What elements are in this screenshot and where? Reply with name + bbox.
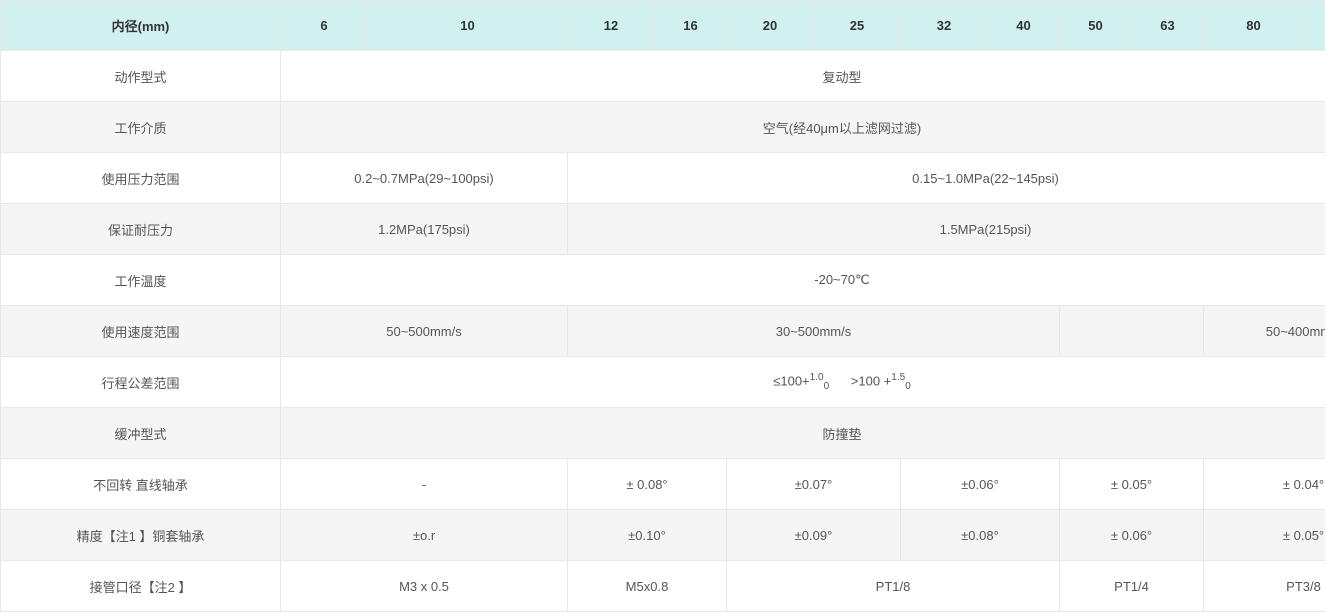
header-col-8: 50 [1060,1,1132,51]
table-cell: 1.2MPa(175psi) [281,204,568,255]
table-row: 缓冲型式防撞垫 [1,408,1325,459]
header-col-1: 10 [368,1,568,51]
header-col-2: 12 [568,1,655,51]
table-cell: 50~400mm/s [1204,306,1325,357]
table-cell: ± 0.04° [1204,459,1325,510]
table-cell: ±0.10° [568,510,727,561]
table-cell: ± 0.05° [1204,510,1325,561]
header-col-3: 16 [655,1,727,51]
table-cell: 空气(经40μm以上滤网过滤) [281,102,1325,153]
table-row: 接管口径【注2 】M3 x 0.5M5x0.8PT1/8PT1/4PT3/8 [1,561,1325,612]
table-cell: M5x0.8 [568,561,727,612]
table-cell: ±o.r [281,510,568,561]
row-label: 缓冲型式 [1,408,281,459]
table-row: 工作介质空气(经40μm以上滤网过滤) [1,102,1325,153]
table-cell: ±0.08° [901,510,1060,561]
row-label: 使用压力范围 [1,153,281,204]
header-col-5: 25 [814,1,901,51]
table-cell: ± 0.05° [1060,459,1204,510]
table-cell: 0.2~0.7MPa(29~100psi) [281,153,568,204]
table-cell: M3 x 0.5 [281,561,568,612]
table-cell: ±0.07° [727,459,901,510]
table-cell: - [281,459,568,510]
table-row: 工作温度-20~70℃ [1,255,1325,306]
table-cell: 0.15~1.0MPa(22~145psi) [568,153,1325,204]
table-cell [1060,306,1204,357]
header-col-4: 20 [727,1,814,51]
table-body: 动作型式复动型工作介质空气(经40μm以上滤网过滤)使用压力范围0.2~0.7M… [1,51,1325,612]
table-cell: -20~70℃ [281,255,1325,306]
spec-table: 内径(mm)610121620253240506380100 动作型式复动型工作… [0,0,1325,612]
table-cell: PT1/8 [727,561,1060,612]
table-cell: ≤100+1.00 >100 +1.50 [281,357,1325,408]
table-cell: ± 0.08° [568,459,727,510]
header-col-0: 6 [281,1,368,51]
header-row: 内径(mm)610121620253240506380100 [1,1,1325,51]
header-label: 内径(mm) [1,1,281,51]
row-label: 工作温度 [1,255,281,306]
row-label: 工作介质 [1,102,281,153]
table-row: 保证耐压力1.2MPa(175psi)1.5MPa(215psi) [1,204,1325,255]
table-cell: PT1/4 [1060,561,1204,612]
table-cell: ±0.06° [901,459,1060,510]
row-label: 保证耐压力 [1,204,281,255]
table-cell: PT3/8 [1204,561,1325,612]
table-cell: 1.5MPa(215psi) [568,204,1325,255]
table-row: 使用压力范围0.2~0.7MPa(29~100psi)0.15~1.0MPa(2… [1,153,1325,204]
row-label: 不回转 直线轴承 [1,459,281,510]
table-cell: ± 0.06° [1060,510,1204,561]
spec-table-container: HYTIC 内径(mm)610121620253240506380100 动作型… [0,0,1325,613]
header-col-9: 63 [1132,1,1204,51]
row-label: 动作型式 [1,51,281,102]
header-col-10: 80 [1204,1,1304,51]
table-cell: ±0.09° [727,510,901,561]
row-label: 接管口径【注2 】 [1,561,281,612]
table-cell: 30~500mm/s [568,306,1060,357]
table-cell: 防撞垫 [281,408,1325,459]
table-row: 不回转 直线轴承-± 0.08°±0.07°±0.06°± 0.05°± 0.0… [1,459,1325,510]
table-row: 行程公差范围≤100+1.00 >100 +1.50 [1,357,1325,408]
table-cell: 50~500mm/s [281,306,568,357]
row-label: 使用速度范围 [1,306,281,357]
header-col-11: 100 [1304,1,1325,51]
table-row: 精度【注1 】铜套轴承±o.r±0.10°±0.09°±0.08°± 0.06°… [1,510,1325,561]
table-cell: 复动型 [281,51,1325,102]
row-label: 行程公差范围 [1,357,281,408]
table-row: 使用速度范围50~500mm/s30~500mm/s 50~400mm/s [1,306,1325,357]
header-col-7: 40 [988,1,1060,51]
row-label: 精度【注1 】铜套轴承 [1,510,281,561]
table-row: 动作型式复动型 [1,51,1325,102]
header-col-6: 32 [901,1,988,51]
